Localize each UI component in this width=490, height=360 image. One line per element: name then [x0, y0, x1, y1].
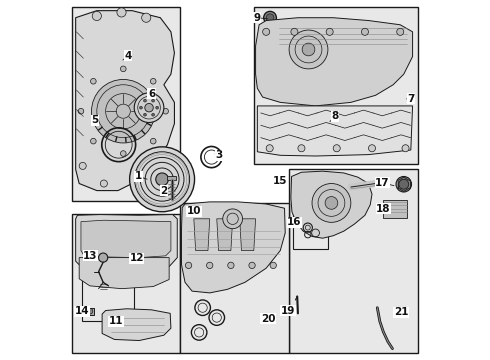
Circle shape	[98, 253, 108, 262]
Circle shape	[266, 145, 273, 152]
Text: 15: 15	[273, 176, 288, 186]
Circle shape	[312, 184, 351, 222]
Circle shape	[228, 262, 234, 269]
Circle shape	[207, 262, 213, 269]
Circle shape	[145, 103, 153, 112]
Polygon shape	[383, 201, 407, 218]
Text: 16: 16	[287, 217, 302, 227]
Circle shape	[121, 66, 126, 72]
Circle shape	[150, 138, 156, 144]
Polygon shape	[86, 308, 95, 315]
Text: 3: 3	[215, 150, 222, 160]
Circle shape	[163, 108, 169, 114]
Bar	[293, 213, 328, 249]
Circle shape	[121, 151, 126, 156]
Text: 19: 19	[281, 306, 295, 315]
Circle shape	[185, 262, 192, 269]
Circle shape	[100, 180, 107, 187]
Circle shape	[362, 28, 368, 35]
Circle shape	[134, 93, 164, 122]
Circle shape	[87, 309, 93, 314]
Polygon shape	[75, 11, 174, 190]
Circle shape	[156, 106, 159, 109]
Circle shape	[143, 170, 150, 176]
Circle shape	[291, 28, 298, 35]
Polygon shape	[240, 219, 256, 251]
Text: 17: 17	[375, 178, 390, 188]
Polygon shape	[102, 309, 171, 341]
Polygon shape	[257, 106, 413, 156]
Circle shape	[270, 262, 276, 269]
Polygon shape	[194, 219, 210, 251]
Circle shape	[152, 113, 154, 116]
Circle shape	[399, 179, 409, 189]
Circle shape	[368, 145, 375, 152]
Circle shape	[298, 145, 305, 152]
Circle shape	[266, 14, 274, 22]
Circle shape	[130, 147, 195, 212]
Polygon shape	[291, 171, 372, 238]
Circle shape	[302, 43, 315, 56]
Circle shape	[223, 209, 243, 229]
Circle shape	[156, 173, 169, 186]
Text: 21: 21	[393, 307, 408, 317]
Bar	[72, 7, 180, 201]
Circle shape	[117, 8, 126, 17]
Circle shape	[249, 262, 255, 269]
Text: 14: 14	[74, 306, 89, 316]
Text: 12: 12	[129, 253, 144, 263]
Circle shape	[402, 145, 409, 152]
Text: 20: 20	[261, 314, 275, 324]
Polygon shape	[181, 202, 285, 293]
Circle shape	[150, 78, 156, 84]
Polygon shape	[75, 215, 177, 272]
Circle shape	[325, 197, 338, 209]
Text: 10: 10	[187, 206, 201, 216]
Text: 2: 2	[160, 186, 168, 195]
Polygon shape	[79, 258, 169, 289]
Circle shape	[79, 162, 86, 170]
Circle shape	[91, 138, 96, 144]
Circle shape	[152, 99, 154, 102]
Circle shape	[142, 13, 151, 22]
Polygon shape	[256, 18, 413, 106]
Bar	[82, 240, 134, 321]
Text: 11: 11	[109, 316, 123, 326]
Circle shape	[396, 176, 412, 192]
Circle shape	[264, 12, 276, 24]
Circle shape	[140, 106, 142, 109]
Circle shape	[397, 28, 404, 35]
Circle shape	[78, 108, 84, 114]
Circle shape	[333, 145, 340, 152]
Text: 1: 1	[135, 171, 142, 181]
Text: 9: 9	[254, 13, 261, 23]
Circle shape	[144, 99, 147, 102]
Text: 13: 13	[83, 251, 98, 261]
Bar	[254, 7, 418, 164]
Polygon shape	[81, 220, 171, 258]
Circle shape	[289, 30, 328, 69]
Circle shape	[326, 28, 333, 35]
Polygon shape	[167, 176, 176, 180]
Bar	[72, 213, 180, 353]
Text: 5: 5	[92, 115, 98, 125]
Circle shape	[263, 28, 270, 35]
Text: 7: 7	[407, 94, 415, 104]
Circle shape	[92, 80, 155, 143]
Text: 4: 4	[124, 51, 131, 61]
Text: 6: 6	[148, 89, 155, 99]
Circle shape	[91, 78, 96, 84]
Text: 8: 8	[331, 112, 339, 121]
Bar	[180, 203, 289, 353]
Circle shape	[144, 113, 147, 116]
Polygon shape	[217, 219, 233, 251]
Text: 18: 18	[376, 204, 391, 214]
Circle shape	[92, 12, 101, 21]
Bar	[289, 170, 418, 353]
